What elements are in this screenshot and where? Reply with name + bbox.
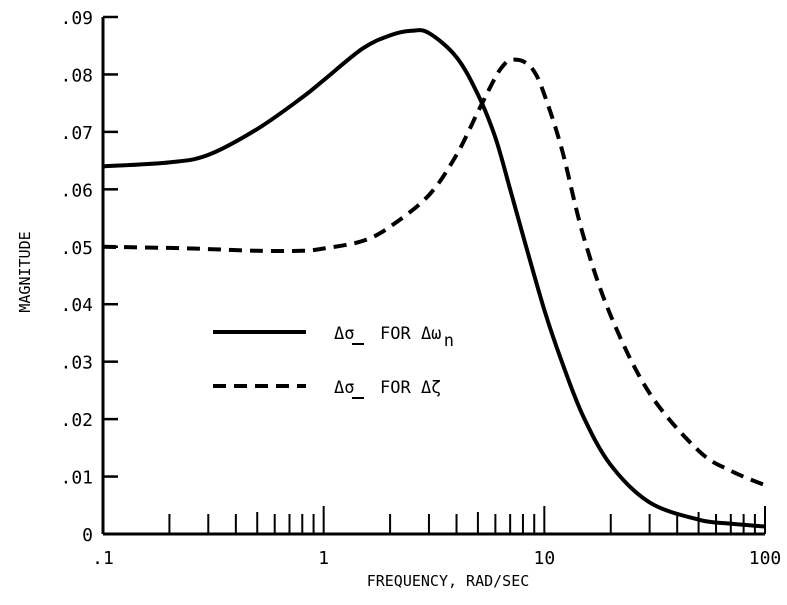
legend-symbol-1: Δσ: [334, 378, 354, 398]
series-line-0: [102, 28, 766, 529]
y-tick-label-4: .04: [60, 295, 93, 316]
y-tick-label-6: .06: [60, 180, 93, 201]
y-tick-label-7: .07: [60, 123, 93, 144]
ticks: 0 .01 .02 .03 .04 .05 .06 .07 .08 .09 .1 1 10 100: [60, 8, 781, 569]
y-tick-label-3: .03: [60, 353, 93, 374]
legend-symbol-0: Δσ: [334, 324, 354, 344]
y-tick-label-5: .05: [60, 238, 93, 259]
legend-label-1: FOR Δζ: [380, 378, 441, 398]
y-tick-label-9: .09: [60, 8, 93, 29]
legend: Δσ FOR Δω n Δσ FOR Δζ: [213, 324, 454, 399]
y-tick-label-8: .08: [60, 65, 93, 86]
legend-label-0: FOR Δω: [380, 324, 441, 344]
x-tick-label-1: 1: [318, 548, 329, 569]
y-tick-label-1: .01: [60, 468, 93, 489]
y-tick-label-2: .02: [60, 410, 93, 431]
curves: [102, 28, 766, 529]
y-tick-label-0: 0: [82, 525, 93, 546]
x-tick-label-0: .1: [92, 548, 114, 569]
y-axis-label: MAGNITUDE: [16, 231, 34, 312]
x-axis-label: FREQUENCY, RAD/SEC: [367, 572, 530, 590]
x-tick-label-2: 10: [533, 548, 555, 569]
axes: [101, 17, 765, 536]
x-tick-label-3: 100: [749, 548, 782, 569]
series-line-1: [102, 57, 766, 488]
legend-subscript-0: n: [444, 331, 454, 351]
